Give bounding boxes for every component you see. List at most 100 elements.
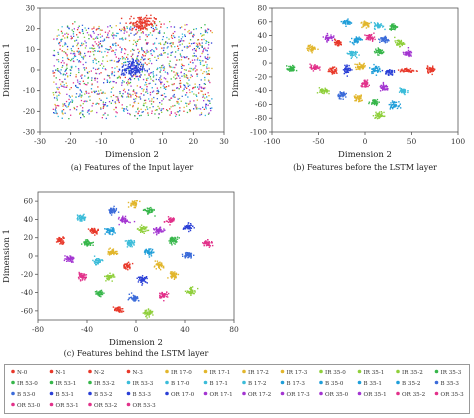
data-point: [115, 111, 117, 113]
data-point: [144, 55, 146, 57]
data-point: [124, 74, 126, 76]
data-point: [135, 76, 137, 78]
data-point: [82, 80, 84, 82]
data-point: [134, 296, 136, 299]
data-point: [57, 53, 60, 55]
data-point: [129, 93, 131, 95]
data-point: [154, 23, 156, 25]
data-point: [136, 96, 138, 98]
data-point: [142, 32, 144, 34]
data-point: [68, 95, 70, 97]
data-point: [145, 83, 148, 86]
data-point: [83, 277, 86, 279]
data-point: [189, 291, 191, 293]
data-point: [123, 72, 125, 74]
data-point: [196, 99, 198, 101]
data-point: [381, 88, 384, 91]
data-point: [155, 227, 157, 229]
data-point: [108, 232, 111, 235]
data-point: [72, 57, 74, 60]
data-point: [97, 37, 99, 39]
data-point: [392, 28, 394, 30]
legend-label: IR 53-1: [56, 381, 77, 387]
data-point: [173, 35, 175, 37]
panel-caption: (b) Features before the LSTM layer: [293, 163, 437, 172]
data-point: [123, 32, 125, 34]
data-point: [344, 68, 347, 70]
data-point: [192, 42, 195, 44]
data-point: [57, 239, 60, 241]
data-point: [113, 205, 115, 208]
data-point: [122, 109, 125, 112]
data-point: [90, 232, 93, 234]
data-point: [133, 73, 135, 76]
data-point: [183, 56, 185, 58]
data-point: [140, 29, 142, 31]
data-point: [66, 55, 68, 57]
data-point: [351, 56, 353, 58]
data-point: [156, 28, 158, 30]
data-point: [169, 218, 171, 221]
data-point: [200, 60, 202, 62]
data-point: [161, 47, 163, 49]
data-point: [361, 99, 363, 101]
data-point: [133, 297, 135, 299]
data-point: [134, 295, 137, 297]
data-point: [348, 64, 350, 67]
data-point: [164, 96, 166, 98]
data-point: [379, 67, 381, 70]
data-point: [434, 68, 436, 70]
data-point: [53, 38, 55, 40]
data-point: [358, 62, 361, 64]
data-point: [197, 287, 199, 290]
data-point: [72, 23, 74, 25]
data-point: [379, 41, 381, 43]
data-point: [146, 35, 148, 38]
data-point: [178, 41, 180, 43]
data-point: [150, 209, 152, 211]
data-point: [113, 34, 115, 36]
data-point: [75, 65, 77, 68]
data-point: [382, 84, 385, 86]
data-point: [380, 114, 382, 117]
data-point: [104, 112, 106, 114]
data-point: [187, 83, 189, 85]
data-point: [133, 68, 135, 70]
data-point: [68, 27, 70, 29]
data-point: [120, 219, 122, 221]
data-point: [350, 53, 352, 55]
data-point: [322, 36, 324, 38]
data-point: [73, 50, 75, 53]
data-point: [373, 63, 375, 66]
data-point: [112, 35, 114, 37]
legend-marker: [165, 380, 169, 385]
data-point: [98, 47, 100, 49]
data-point: [148, 211, 150, 213]
data-point: [155, 26, 157, 29]
data-point: [67, 105, 69, 108]
data-point: [373, 100, 375, 102]
data-point: [121, 63, 123, 65]
data-point: [378, 48, 380, 50]
legend-marker: [203, 391, 208, 396]
data-point: [371, 103, 373, 105]
data-point: [89, 55, 91, 57]
data-point: [159, 102, 161, 104]
data-point: [97, 28, 99, 30]
data-point: [409, 54, 412, 56]
y-tick-label: 60: [257, 17, 267, 26]
data-point: [130, 96, 132, 98]
data-point: [148, 316, 150, 318]
data-point: [172, 105, 174, 107]
data-point: [205, 105, 207, 107]
data-point: [163, 296, 165, 298]
data-point: [375, 74, 378, 76]
data-point: [311, 52, 313, 54]
data-point: [177, 45, 179, 47]
data-point: [328, 90, 330, 92]
data-point: [403, 69, 405, 71]
data-point: [84, 83, 87, 86]
data-point: [77, 276, 80, 279]
data-point: [146, 90, 148, 92]
data-point: [142, 227, 145, 230]
